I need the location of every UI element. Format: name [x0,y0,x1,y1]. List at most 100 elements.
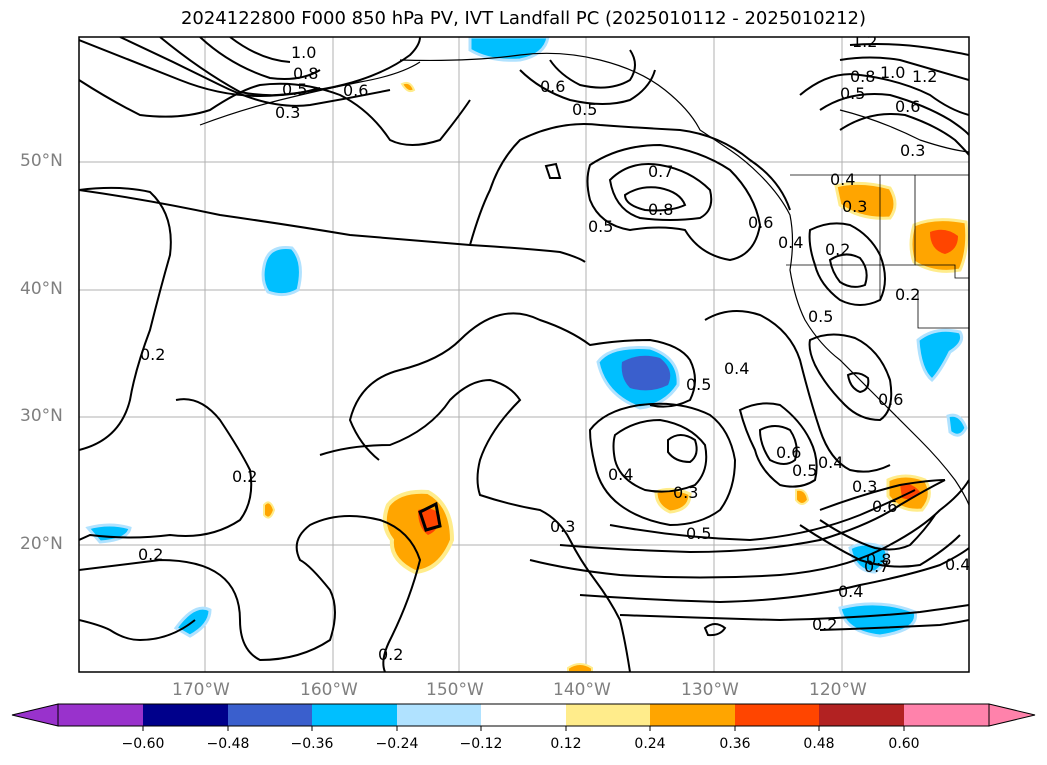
colorbar-ticks [142,726,905,731]
contour-label: 0.2 [232,467,257,486]
colorbar-underflow-arrow [11,703,59,727]
contour-label: 0.5 [686,375,711,394]
contour-label: 0.4 [830,170,855,189]
contour-label: 0.2 [378,645,403,664]
contour-label: 0.6 [748,213,773,232]
colorbar-bin [143,704,228,726]
contour-label: 0.6 [540,77,565,96]
contour-label: 0.3 [550,517,575,536]
contour-label: 0.3 [842,197,867,216]
colorbar-bin [228,704,312,726]
lon-label: 170°W [172,680,230,700]
map-title: 2024122800 F000 850 hPa PV, IVT Landfall… [180,8,867,29]
contour-label: 0.4 [778,233,803,252]
colorbar-overflow-arrow [988,703,1036,727]
colorbar [11,703,1036,731]
strong-positive-anomaly-patch [930,229,958,254]
colorbar-tick-label: 0.48 [803,736,835,752]
lon-label: 120°W [809,680,867,700]
contour-label: 0.8 [866,550,891,569]
contour-label: 0.6 [878,390,903,409]
lon-label: 160°W [300,680,358,700]
colorbar-bin [58,704,143,726]
colorbar-bin [735,704,819,726]
contour-label: 0.7 [864,557,889,576]
contour-label: 0.4 [838,582,863,601]
colorbar-bin [397,704,481,726]
map-plot-area: 1.0 0.8 0.6 0.5 0.3 0.6 0.5 0.7 0.8 0.5 … [79,32,970,672]
positive-anomaly-patch [654,487,692,514]
strong-negative-anomaly-patch [621,355,671,391]
political-borders [786,174,969,329]
colorbar-tick-label: 0.12 [550,736,582,752]
contour-label: 0.5 [282,80,307,99]
contour-label: 0.5 [686,524,711,543]
negative-anomaly-patch [946,413,968,437]
positive-anomaly-patch [795,488,810,505]
coastline [199,52,969,506]
lon-label: 150°W [426,680,484,700]
contour-label: 0.2 [812,615,837,634]
colorbar-tick-label: −0.24 [375,736,419,752]
negative-anomaly-patch [261,246,302,297]
contour-label: 0.4 [818,453,843,472]
contour-label: 0.4 [945,555,970,574]
lat-label: 40°N [20,279,63,299]
contour-label: 0.6 [343,81,368,100]
lon-label: 140°W [553,680,611,700]
contour-label: 0.8 [648,200,673,219]
negative-anomaly-patch [916,328,964,383]
pv-contours [79,37,969,672]
positive-anomaly-patch [567,663,593,672]
gridlines [79,37,969,672]
contour-label: 0.8 [850,67,875,86]
contour-label: 0.5 [572,100,597,119]
contour-label: 0.3 [275,103,300,122]
positive-anomaly-patch [400,81,416,93]
map-frame [78,36,970,673]
colorbar-tick-label: −0.36 [290,736,334,752]
colorbar-bin [904,704,989,726]
colorbar-tick-label: 0.36 [719,736,751,752]
contour-label: 0.2 [895,285,920,304]
colorbar-bin [650,704,735,726]
contour-label: 0.5 [808,307,833,326]
lat-label: 20°N [20,534,63,554]
contour-label: 0.4 [608,465,633,484]
colorbar-tick-label: −0.60 [121,736,165,752]
colorbar-bin [312,704,397,726]
contour-label: 0.3 [900,141,925,160]
lat-label: 50°N [20,151,63,171]
contour-label: 0.6 [872,497,897,516]
lat-label: 30°N [20,406,63,426]
contour-labels: 1.0 0.8 0.6 0.5 0.3 0.6 0.5 0.7 0.8 0.5 … [138,32,970,664]
contour-label: 0.6 [895,97,920,116]
contour-label: 0.2 [140,345,165,364]
colorbar-frame [57,703,990,727]
contour-label: 0.6 [776,443,801,462]
contour-label: 1.2 [912,67,937,86]
positive-anomaly-patch [263,501,276,519]
contour-label: 0.5 [840,84,865,103]
colorbar-tick-label: −0.48 [206,736,250,752]
colorbar-bin [819,704,904,726]
contour-label: 0.3 [852,477,877,496]
contour-label: 0.5 [588,217,613,236]
colorbar-tick-label: −0.12 [459,736,503,752]
contour-label: 0.8 [293,64,318,83]
colorbar-bin [566,704,650,726]
contour-label: 0.4 [724,359,749,378]
contour-label: 0.2 [825,240,850,259]
colorbar-bin [481,704,566,726]
contour-label: 0.2 [138,545,163,564]
contour-label: 0.3 [673,483,698,502]
contour-label: 1.0 [291,43,316,62]
lon-label: 130°W [681,680,739,700]
contour-label: 0.5 [792,461,817,480]
colorbar-tick-label: 0.60 [888,736,920,752]
contour-label: 0.7 [648,162,673,181]
contour-label: 1.2 [852,32,877,51]
colorbar-tick-label: 0.24 [634,736,666,752]
contour-label: 1.0 [880,63,905,82]
